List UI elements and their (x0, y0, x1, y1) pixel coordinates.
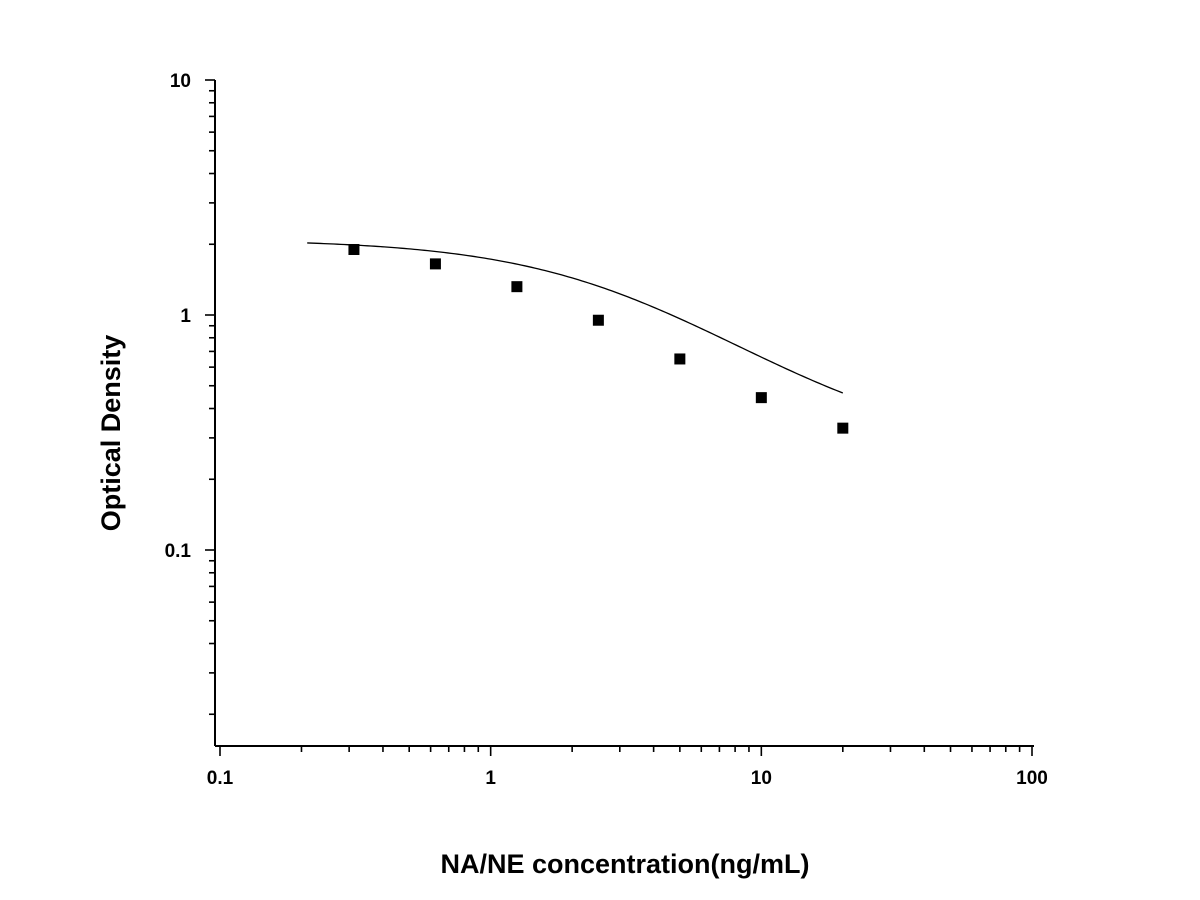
data-point (348, 243, 360, 255)
x-tick-label: 1 (485, 768, 496, 789)
y-axis-title: Optical Density (96, 335, 126, 532)
data-point (837, 422, 849, 434)
x-tick-label: 0.1 (207, 768, 234, 789)
fit-curve (307, 242, 844, 394)
y-axis-ticks (205, 79, 215, 716)
data-point (674, 353, 686, 365)
data-point (592, 314, 604, 326)
y-tick-label: 10 (170, 71, 191, 92)
x-axis-tick-labels: 0.1 1 10 100 (207, 768, 1048, 789)
y-tick-label: 1 (180, 306, 191, 327)
y-tick-label: 0.1 (165, 541, 192, 562)
data-point (429, 258, 441, 270)
plot-axes (214, 80, 1034, 747)
data-points (348, 243, 849, 434)
x-tick-label: 100 (1016, 768, 1048, 789)
data-point (755, 392, 767, 404)
x-axis-title: NA/NE concentration(ng/mL) (441, 849, 810, 879)
data-point (511, 281, 523, 293)
x-axis-ticks (219, 746, 1033, 756)
y-axis-tick-labels: 10 1 0.1 (165, 71, 192, 562)
x-tick-label: 10 (751, 768, 772, 789)
